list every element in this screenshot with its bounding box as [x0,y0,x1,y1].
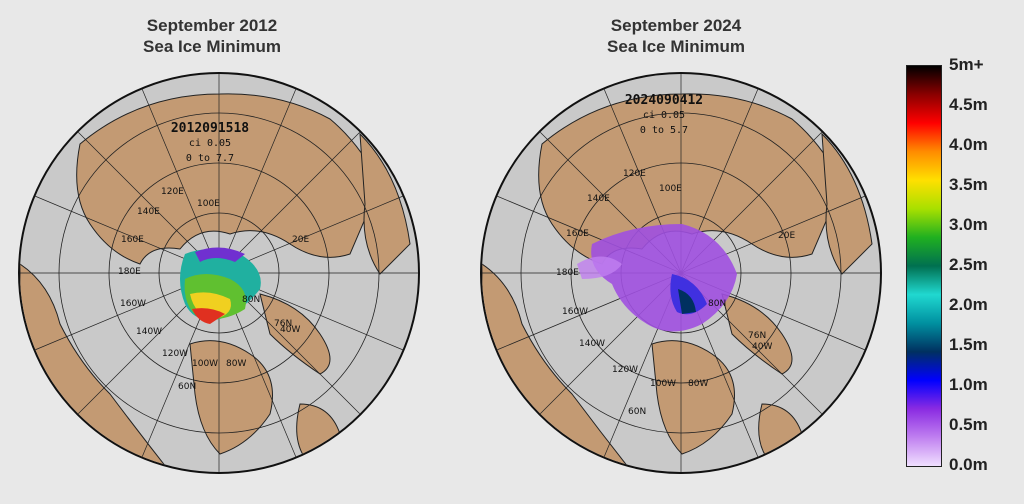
label-100e-2024: 100E [659,184,682,194]
label-60n: 60N [178,382,196,392]
map-title-2024: September 2024 Sea Ice Minimum [576,15,776,57]
stamp-2024: 2024090412 ci 0.05 0 to 5.7 [604,93,724,138]
label-160e-2024: 160E [566,229,589,239]
label-140w: 140W [136,327,162,337]
polar-map-2024: 120E 140E 160E 100E 180E 160W 140W 120W … [480,72,882,474]
stamp-2024-range: 0 to 5.7 [639,125,689,136]
colorbar-tick-label: 4.0m [949,135,988,154]
label-20e-2024: 20E [778,231,795,241]
label-20e: 20E [292,235,309,245]
label-120w: 120W [162,349,188,359]
colorbar-tick-label: 1.5m [949,335,988,354]
label-80w: 80W [226,359,246,369]
label-100e: 100E [197,199,220,209]
stamp-2024-ci: ci 0.05 [642,110,686,121]
label-60n-2024: 60N [628,407,646,417]
stamp-2012-range: 0 to 7.7 [185,153,235,164]
colorbar-tick-label: 5m+ [949,55,984,74]
thickness-colorbar [906,65,942,467]
stamp-2012: 2012091518 ci 0.05 0 to 7.7 [150,121,270,166]
label-40w-2024: 40W [752,342,772,352]
stamp-2012-date: 2012091518 [170,121,250,136]
map-title-2012-line2: Sea Ice Minimum [143,37,281,56]
label-80n-2024: 80N [708,299,726,309]
map-title-2024-line2: Sea Ice Minimum [607,37,745,56]
colorbar-tick-label: 3.5m [949,175,988,194]
map-title-2012-line1: September 2012 [146,16,278,35]
label-160e: 160E [121,235,144,245]
label-120e-2024: 120E [623,169,646,179]
map-title-2012: September 2012 Sea Ice Minimum [112,15,312,57]
label-140e: 140E [137,207,160,217]
label-40w: 40W [280,325,300,335]
colorbar-tick-label: 1.0m [949,375,988,394]
colorbar-tick-label: 3.0m [949,215,988,234]
label-140w-2024: 140W [579,339,605,349]
label-180e-2024: 180E [556,268,579,278]
label-80n: 80N [242,295,260,305]
colorbar-tick-label: 0.0m [949,455,988,474]
polar-map-2012: 120E 140E 160E 100E 180E 160W 140W 120W … [18,72,420,474]
stamp-2012-ci: ci 0.05 [188,138,232,149]
map-title-2024-line1: September 2024 [610,16,742,35]
label-120e: 120E [161,187,184,197]
label-160w-2024: 160W [562,307,588,317]
label-76n: 76N [274,319,292,329]
label-120w-2024: 120W [612,365,638,375]
label-76n-2024: 76N [748,331,766,341]
label-100w-2024: 100W [650,379,676,389]
label-140e-2024: 140E [587,194,610,204]
colorbar-tick-label: 2.5m [949,255,988,274]
label-100w: 100W [192,359,218,369]
colorbar-tick-label: 0.5m [949,415,988,434]
label-160w: 160W [120,299,146,309]
colorbar-tick-label: 2.0m [949,295,988,314]
stamp-2024-date: 2024090412 [624,93,704,108]
colorbar-tick-label: 4.5m [949,95,988,114]
label-180e: 180E [118,267,141,277]
label-80w-2024: 80W [688,379,708,389]
